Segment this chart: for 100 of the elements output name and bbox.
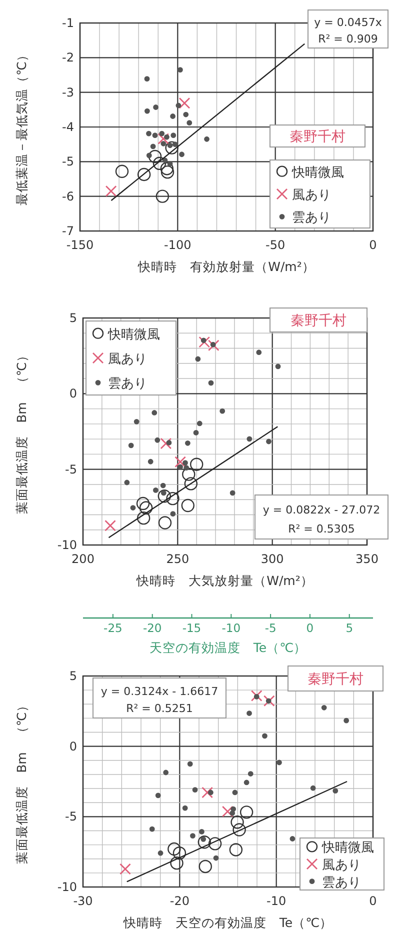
point [155, 792, 161, 798]
point [124, 480, 130, 486]
legend-label: 風あり [322, 858, 361, 873]
point [136, 511, 150, 525]
point [167, 161, 173, 166]
point [310, 785, 316, 791]
point [190, 458, 204, 471]
annotation: 秦野千村 [290, 313, 346, 329]
point [262, 733, 268, 739]
point [148, 150, 162, 164]
point [181, 498, 194, 512]
annotation: y = 0.3124x - 1.6617 [100, 684, 218, 698]
point [136, 496, 150, 510]
annotation: R² = 0.909 [318, 32, 378, 46]
point [232, 790, 238, 796]
point [222, 806, 234, 818]
y-tick-label: 5 [69, 311, 77, 325]
annotation: R² = 0.5251 [126, 702, 193, 715]
point [148, 458, 154, 464]
point [198, 836, 212, 849]
point [263, 695, 275, 707]
point [160, 165, 174, 179]
point [244, 780, 250, 786]
point [104, 520, 116, 532]
y-tick-label: -4 [62, 120, 74, 134]
point [200, 338, 206, 344]
x-tick-label: 350 [356, 552, 378, 566]
annotation-box: y = 0.0822x - 27.072 R² = 0.5305 [254, 494, 388, 540]
place-box: 秦野千村 [270, 124, 366, 148]
point [198, 860, 212, 874]
annotation: 秦野千村 [308, 672, 364, 688]
point [208, 380, 214, 386]
point [178, 97, 190, 109]
x2-tick-label: -15 [182, 621, 202, 635]
place-box: 秦野千村 [270, 308, 368, 332]
x-tick-label: -30 [73, 894, 93, 908]
point [105, 185, 117, 197]
y-tick-label: -10 [57, 880, 77, 894]
point [193, 430, 199, 436]
y-tick-label: -7 [62, 224, 74, 238]
y-axis-title: 葉面最低温度 Bm （℃） [14, 349, 29, 514]
point [176, 102, 182, 108]
point [146, 152, 152, 158]
point [204, 136, 210, 142]
x-tick-label: 0 [369, 894, 377, 908]
annotation: R² = 0.5305 [288, 522, 355, 536]
y-axis-title: 最低葉温－最低気温（℃） [14, 48, 29, 206]
y-tick-label: 5 [69, 669, 77, 683]
y-tick-label: -5 [65, 810, 77, 824]
point [208, 340, 220, 352]
point [208, 837, 222, 850]
point [178, 67, 183, 72]
point [202, 786, 214, 798]
point [152, 156, 166, 170]
y-tick-label: -1 [62, 16, 74, 30]
y-tick-label: -10 [57, 538, 77, 552]
point [160, 482, 166, 488]
point [146, 130, 152, 136]
point [154, 437, 160, 443]
x-axis-title: 快晴時 大気放射量（W/m²） [136, 573, 314, 588]
point [149, 826, 155, 832]
annotation: 秦野千村 [290, 129, 346, 145]
x2-tick-label: 0 [306, 621, 314, 635]
point [139, 501, 153, 514]
point [134, 418, 140, 424]
point [159, 130, 165, 136]
point [164, 134, 170, 140]
point [185, 440, 190, 446]
x2-axis-title: 天空の有効温度 Te（℃） [149, 640, 307, 655]
point [144, 76, 150, 82]
point [144, 108, 150, 114]
point [246, 710, 252, 716]
legend-label: 雲あり [292, 210, 331, 226]
point [162, 158, 168, 163]
point [332, 788, 338, 794]
point [275, 364, 281, 370]
point [190, 833, 196, 838]
point [266, 438, 272, 444]
point [153, 488, 158, 493]
x-tick-label: 200 [72, 552, 94, 566]
point [128, 442, 134, 448]
point [166, 492, 180, 506]
y-tick-label: 0 [69, 739, 77, 754]
point [183, 112, 189, 118]
point [290, 836, 296, 842]
point [200, 836, 206, 842]
x-tick-label: 0 [369, 238, 377, 252]
point [170, 114, 176, 119]
point [115, 164, 129, 178]
point [187, 761, 193, 767]
x2-tick-label: -20 [142, 621, 162, 635]
point [170, 511, 176, 517]
x2-tick-label: -10 [222, 621, 241, 635]
legend-label: 風あり [108, 352, 147, 367]
point [246, 436, 252, 442]
annotation: y = 0.0457x [314, 16, 382, 29]
point [170, 132, 176, 138]
legend-label: 雲あり [322, 875, 361, 890]
legend-label: 快晴微風 [291, 165, 344, 180]
y-tick-label: -6 [62, 189, 74, 204]
